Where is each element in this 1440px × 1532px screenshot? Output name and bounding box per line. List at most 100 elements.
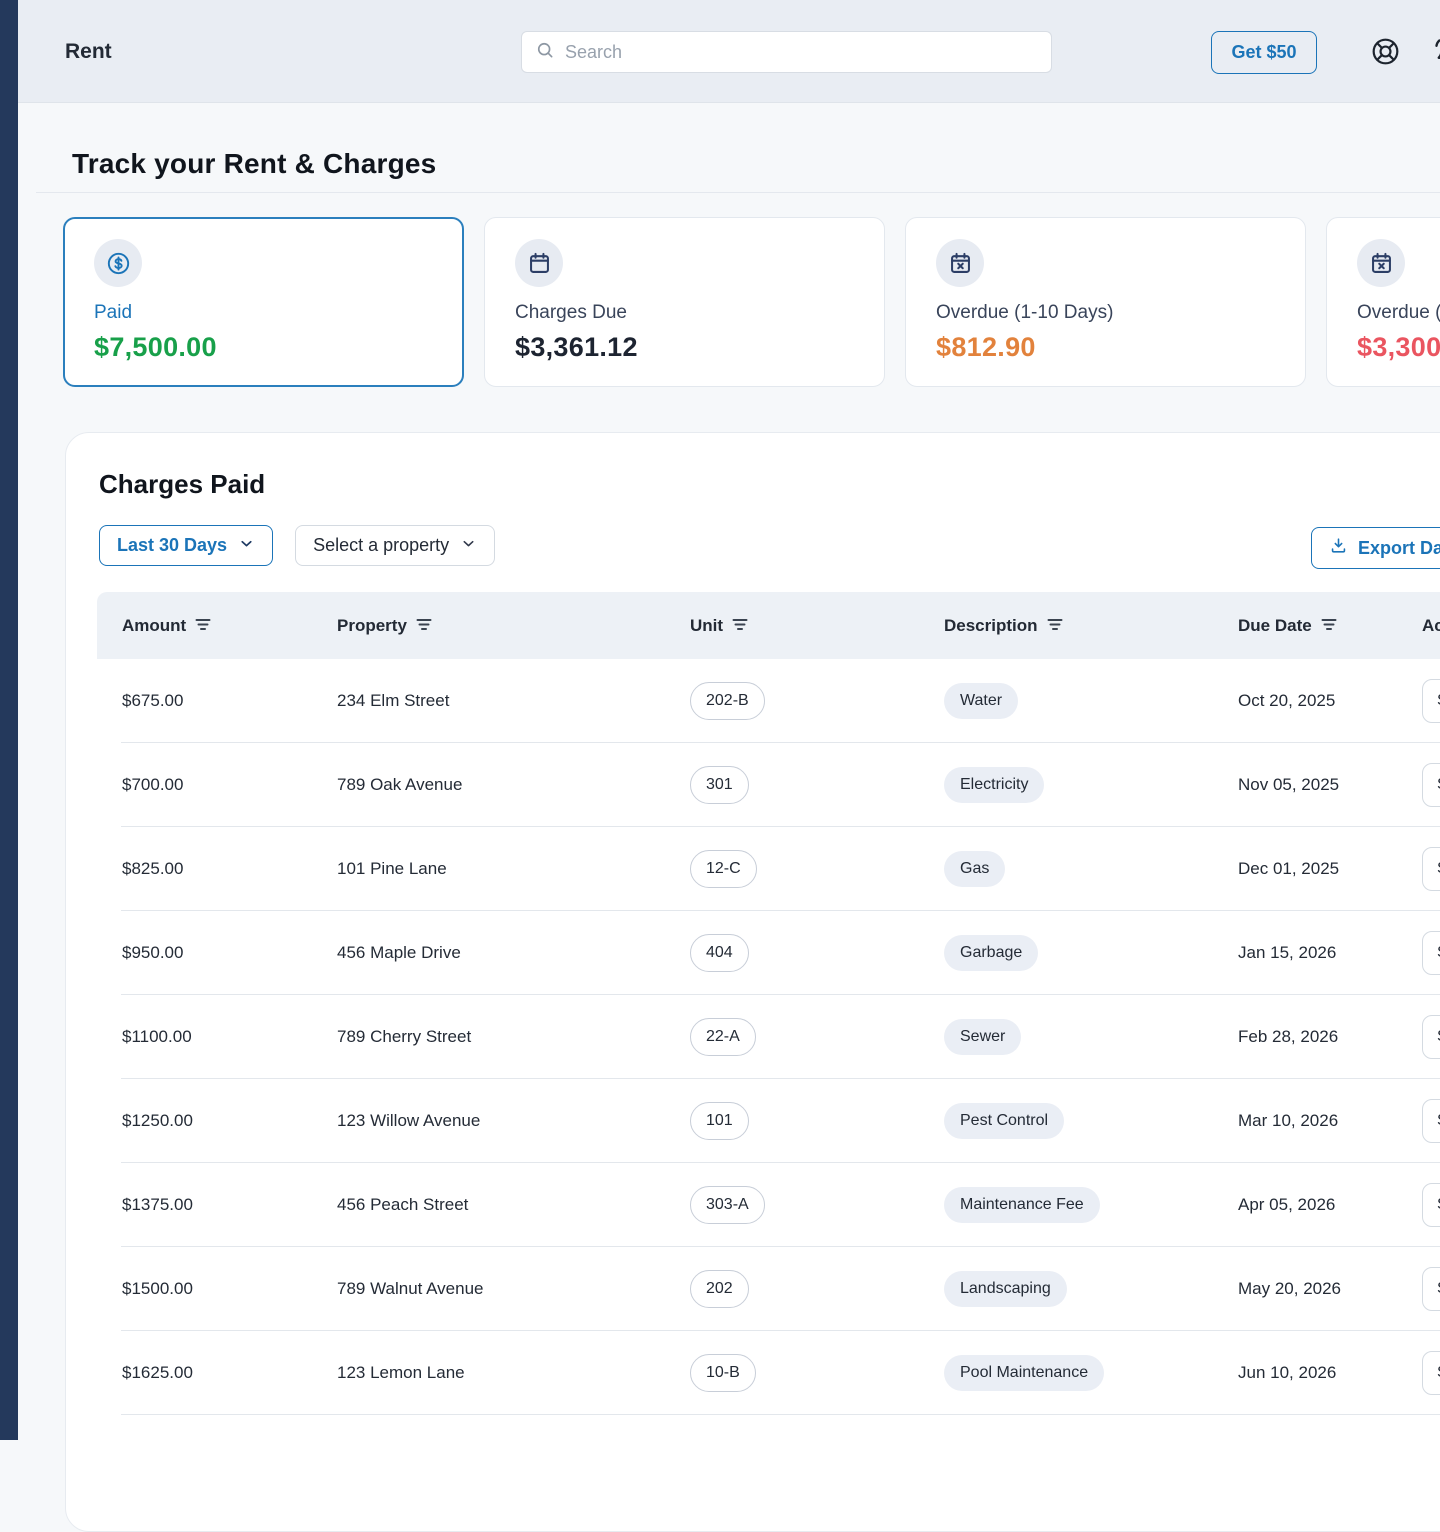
amount-cell: $700.00 [122,775,184,794]
date-range-dropdown[interactable]: Last 30 Days [99,525,274,566]
description-pill: Pool Maintenance [944,1355,1105,1391]
export-label: Export Data [1358,537,1440,558]
unit-cell: 12-C [690,850,944,888]
unit-pill: 202 [690,1270,749,1308]
unit-pill: 22-A [690,1018,756,1056]
summary-card-overdue-1-10[interactable]: Overdue (1-10 Days) $812.90 [905,217,1306,387]
due-date-cell: Apr 05, 2026 [1238,1195,1336,1214]
table-row: $675.00 234 Elm Street 202-B Water Oct 2… [97,659,1440,743]
property-cell: 456 Peach Street [337,1195,469,1214]
card-label: Paid [94,302,133,323]
summary-card-paid[interactable]: Paid $7,500.00 [63,217,464,387]
property-cell: 456 Maple Drive [337,943,461,962]
description-pill: Maintenance Fee [944,1187,1100,1223]
due-date-cell: Nov 05, 2025 [1238,775,1340,794]
description-cell: Landscaping [944,1271,1238,1307]
left-nav-strip [0,0,18,1440]
calendar-x-icon [936,239,984,287]
unit-cell: 202-B [690,682,944,720]
description-cell: Gas [944,851,1238,887]
search-input[interactable] [565,41,1038,63]
download-icon [1329,536,1348,560]
description-cell: Pest Control [944,1103,1238,1139]
table-body: $675.00 234 Elm Street 202-B Water Oct 2… [97,659,1440,1415]
description-pill: Sewer [944,1019,1022,1055]
filter-icon [1321,616,1337,636]
card-label: Overdue (1-10 Days) [936,302,1114,323]
unit-cell: 10-B [690,1354,944,1392]
send-receipt-button[interactable]: Send Receipt [1422,1183,1440,1227]
notifications-bell-button[interactable] [1429,32,1440,70]
filters-row: Last 30 Days Select a property [99,525,496,566]
unit-pill: 303-A [690,1186,765,1224]
description-cell: Maintenance Fee [944,1187,1238,1223]
search-box[interactable] [521,31,1052,73]
send-receipt-button[interactable]: Send Receipt [1422,1267,1440,1311]
card-value: $3,300.00 [1357,332,1440,362]
description-pill: Pest Control [944,1103,1065,1139]
card-label: Charges Due [515,302,627,323]
filter-icon [416,616,432,636]
summary-card-overdue-10plus[interactable]: Overdue (10+ Days) $3,300.00 [1326,217,1440,387]
description-pill: Gas [944,851,1006,887]
filter-icon [195,616,211,636]
description-cell: Pool Maintenance [944,1355,1238,1391]
table-row: $1625.00 123 Lemon Lane 10-B Pool Mainte… [97,1331,1440,1415]
app-title: Rent [65,39,112,63]
due-date-cell: Oct 20, 2025 [1238,691,1336,710]
table-row: $825.00 101 Pine Lane 12-C Gas Dec 01, 2… [97,827,1440,911]
chevron-down-icon [460,535,477,557]
calendar-icon [515,239,563,287]
property-cell: 101 Pine Lane [337,859,447,878]
due-date-cell: Jan 15, 2026 [1238,943,1337,962]
send-receipt-button[interactable]: Send Receipt [1422,931,1440,975]
unit-cell: 301 [690,766,944,804]
help-button[interactable] [1369,35,1402,68]
send-receipt-button[interactable]: Send Receipt [1422,847,1440,891]
column-header-amount[interactable]: Amount [122,616,337,636]
send-receipt-button[interactable]: Send Receipt [1422,679,1440,723]
filter-icon [1047,616,1063,636]
action-cell: Send Receipt [1422,763,1440,807]
amount-cell: $675.00 [122,691,184,710]
table-row: $1250.00 123 Willow Avenue 101 Pest Cont… [97,1079,1440,1163]
column-header-due-date[interactable]: Due Date [1238,616,1422,636]
description-pill: Landscaping [944,1271,1067,1307]
send-receipt-button[interactable]: Send Receipt [1422,1015,1440,1059]
charges-paid-panel: Charges Paid Last 30 Days Select a prope… [65,432,1440,1532]
unit-pill: 404 [690,934,749,972]
column-label: Property [337,615,407,635]
property-cell: 789 Cherry Street [337,1027,472,1046]
amount-cell: $950.00 [122,943,184,962]
table-row: $1375.00 456 Peach Street 303-A Maintena… [97,1163,1440,1247]
send-receipt-button[interactable]: Send Receipt [1422,1099,1440,1143]
date-range-value: Last 30 Days [117,535,228,555]
column-label: Due Date [1238,615,1312,635]
column-label: Action [1422,615,1440,635]
unit-cell: 303-A [690,1186,944,1224]
description-cell: Sewer [944,1019,1238,1055]
column-label: Description [944,615,1038,635]
column-header-action[interactable]: Action [1422,616,1440,636]
amount-cell: $1500.00 [122,1279,193,1298]
send-receipt-button[interactable]: Send Receipt [1422,1351,1440,1395]
description-pill: Water [944,683,1019,719]
description-cell: Electricity [944,767,1238,803]
send-receipt-button[interactable]: Send Receipt [1422,763,1440,807]
export-data-button[interactable]: Export Data [1311,527,1440,569]
column-header-description[interactable]: Description [944,616,1238,636]
unit-pill: 101 [690,1102,749,1140]
unit-pill: 301 [690,766,749,804]
get-offer-button[interactable]: Get $50 [1211,31,1317,74]
description-pill: Garbage [944,935,1039,971]
property-dropdown[interactable]: Select a property [295,525,496,566]
table-header: Amount Property Unit Description Due Dat… [97,592,1440,659]
description-cell: Garbage [944,935,1238,971]
summary-card-charges-due[interactable]: Charges Due $3,361.12 [484,217,885,387]
table-row: $950.00 456 Maple Drive 404 Garbage Jan … [97,911,1440,995]
column-header-unit[interactable]: Unit [690,616,944,636]
action-cell: Send Receipt [1422,1183,1440,1227]
column-header-property[interactable]: Property [337,616,690,636]
property-cell: 123 Lemon Lane [337,1363,465,1382]
page-title: Track your Rent & Charges [72,148,437,179]
